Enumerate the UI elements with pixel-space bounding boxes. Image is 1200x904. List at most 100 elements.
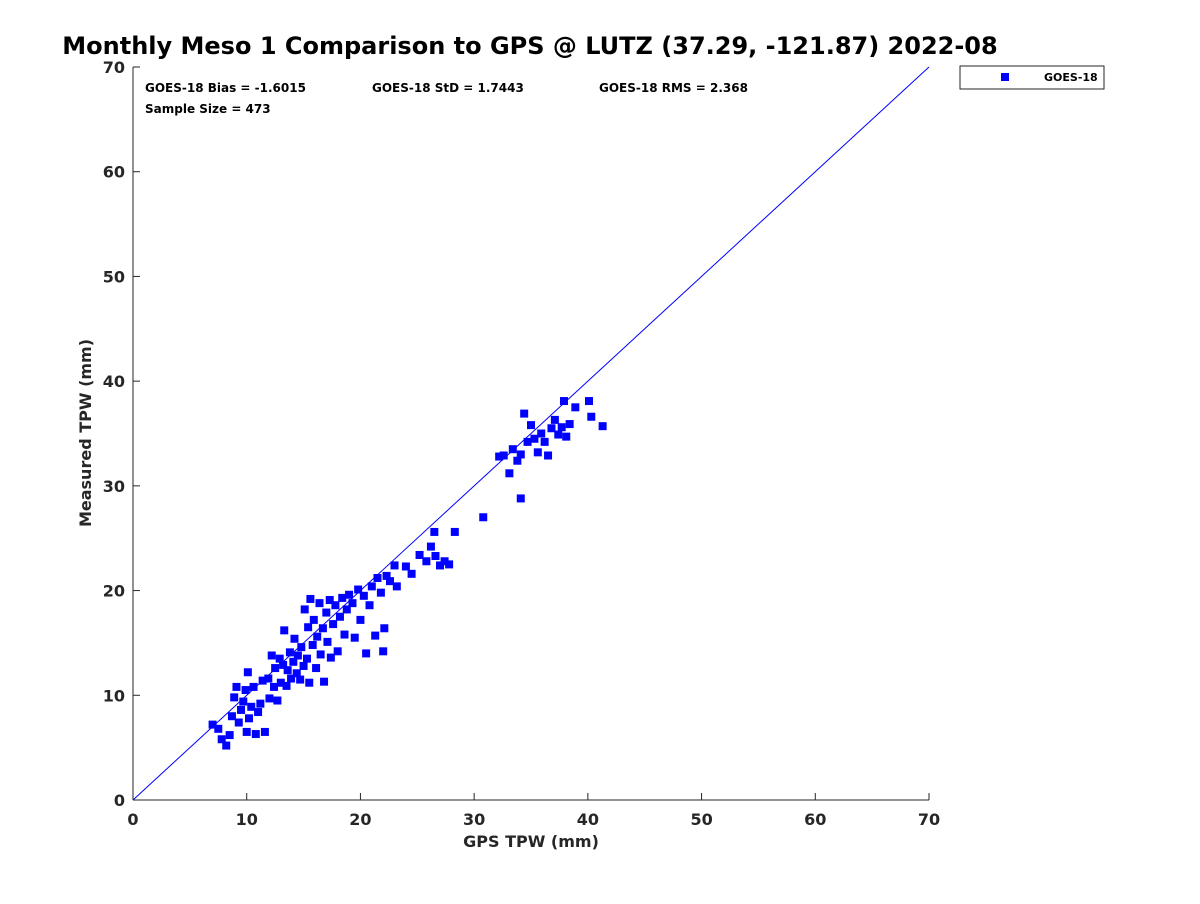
data-point [356, 615, 365, 624]
data-point [513, 456, 522, 465]
data-point [450, 527, 459, 536]
data-point [265, 694, 274, 703]
data-point [479, 513, 488, 522]
data-point [431, 552, 440, 561]
data-point [550, 415, 559, 424]
data-point [305, 678, 314, 687]
data-point [373, 574, 382, 583]
data-point [308, 641, 317, 650]
x-tick-label: 10 [236, 810, 258, 829]
data-point [571, 403, 580, 412]
rms-annotation: GOES-18 RMS = 2.368 [599, 81, 748, 95]
y-tick-label: 20 [103, 582, 125, 601]
data-point [533, 448, 542, 457]
data-point [271, 664, 280, 673]
data-point [232, 682, 241, 691]
x-tick-label: 60 [804, 810, 826, 829]
data-point [587, 412, 596, 421]
data-point [326, 653, 335, 662]
legend-label: GOES-18 [1044, 71, 1098, 84]
data-point [598, 422, 607, 431]
x-tick-label: 40 [577, 810, 599, 829]
data-point [415, 550, 424, 559]
data-point [342, 605, 351, 614]
data-point [214, 724, 223, 733]
data-point [527, 421, 535, 430]
data-point [312, 664, 321, 673]
data-point [367, 582, 376, 591]
data-point [290, 634, 299, 643]
data-point [520, 409, 529, 418]
data-point [329, 620, 338, 629]
x-tick-label: 50 [690, 810, 712, 829]
data-point [306, 594, 315, 603]
data-point [239, 697, 248, 706]
data-point [285, 648, 294, 657]
data-point [299, 661, 308, 670]
data-point [237, 705, 246, 714]
data-point [270, 682, 279, 691]
data-point [264, 674, 273, 683]
y-tick-label: 50 [103, 267, 125, 286]
data-point [241, 686, 250, 695]
data-point [275, 654, 284, 663]
data-point [436, 561, 445, 570]
data-point [242, 727, 251, 736]
data-point [243, 668, 252, 677]
data-point [382, 571, 391, 580]
chart-title: Monthly Meso 1 Comparison to GPS @ LUTZ … [62, 32, 997, 60]
data-point [340, 630, 349, 639]
data-point [508, 445, 517, 454]
data-point [260, 727, 269, 736]
data-point [300, 605, 309, 614]
data-point [208, 720, 217, 729]
data-point [557, 423, 566, 432]
data-point [331, 601, 340, 610]
data-point [258, 676, 267, 685]
data-point [540, 437, 549, 446]
data-point [316, 650, 325, 659]
y-axis-ticks: 0 10 20 30 40 50 60 70 [103, 58, 140, 810]
plot-area: 0 10 20 30 40 50 60 70 0 10 20 30 40 50 60 70 [103, 58, 940, 829]
x-tick-label: 70 [918, 810, 940, 829]
sample-size-annotation: Sample Size = 473 [145, 102, 271, 116]
data-point [225, 731, 234, 740]
y-tick-label: 10 [103, 686, 125, 705]
data-point [565, 420, 574, 429]
data-point [283, 666, 292, 675]
std-annotation: GOES-18 StD = 1.7443 [372, 81, 524, 95]
x-tick-label: 0 [127, 810, 138, 829]
data-point [230, 693, 239, 702]
data-point [315, 599, 324, 608]
data-point [313, 632, 322, 641]
legend-marker-square-icon [1001, 73, 1009, 81]
data-point [505, 469, 514, 478]
data-point [392, 582, 401, 591]
data-point [379, 647, 388, 656]
bias-annotation: GOES-18 Bias = -1.6015 [145, 81, 306, 95]
data-point [516, 494, 525, 503]
x-axis-ticks: 0 10 20 30 40 50 60 70 [127, 793, 940, 829]
data-point [362, 649, 371, 658]
data-point [530, 434, 539, 443]
data-point [390, 561, 399, 570]
data-point [217, 735, 226, 744]
data-point [376, 588, 385, 597]
data-point [244, 714, 253, 723]
statistics-annotations: GOES-18 Bias = -1.6015 GOES-18 StD = 1.7… [145, 81, 748, 116]
data-point [554, 430, 563, 439]
data-point [293, 651, 302, 660]
data-point [562, 432, 571, 441]
data-point [380, 624, 389, 633]
data-point [516, 450, 525, 459]
data-point [333, 647, 342, 656]
data-point [320, 677, 329, 686]
data-point [279, 660, 288, 669]
data-point [249, 682, 258, 691]
data-point [350, 633, 359, 642]
data-point [371, 631, 380, 640]
data-point [584, 397, 593, 406]
data-point [287, 674, 296, 683]
data-point [234, 718, 243, 727]
